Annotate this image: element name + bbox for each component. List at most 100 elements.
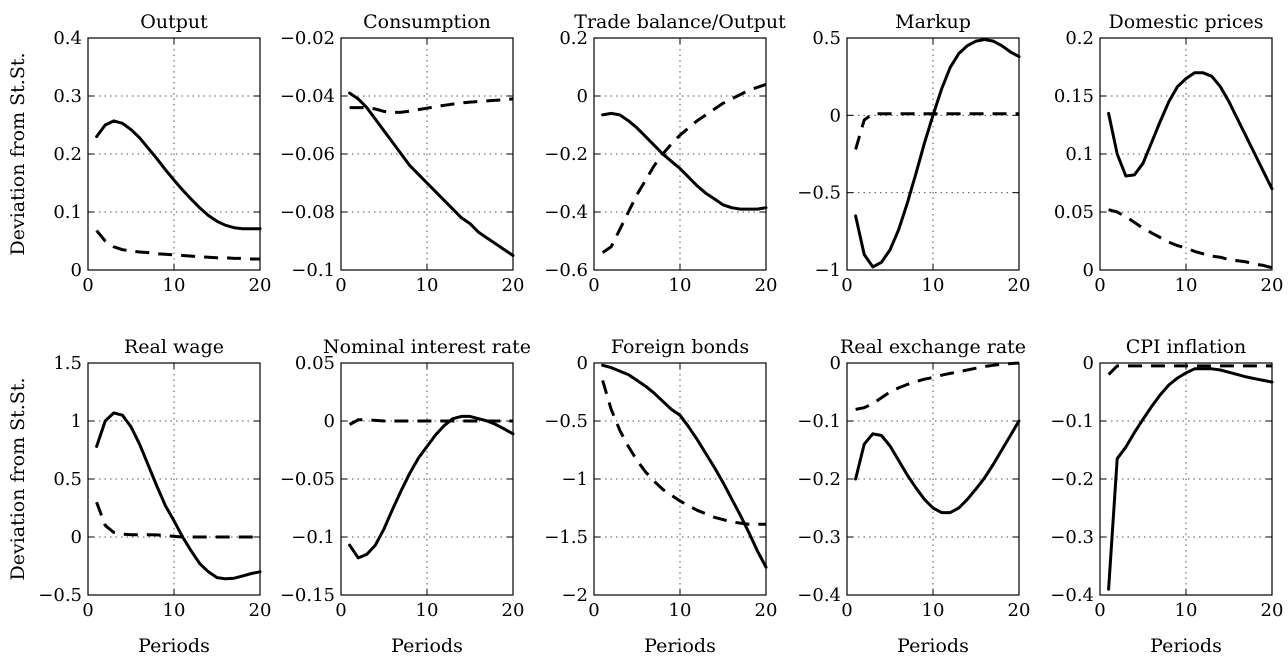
y-tick-label: 0	[71, 260, 82, 281]
y-tick-label: 0	[577, 353, 588, 374]
solid-series-line	[601, 111, 768, 211]
y-tick-label: 0.05	[295, 353, 335, 374]
y-axis-label: Deviation from St.St.	[7, 377, 29, 580]
panel-title: Markup	[895, 11, 971, 33]
y-tick-label: 0.5	[812, 28, 841, 49]
solid-series-line	[95, 411, 262, 581]
x-axis-label: Periods	[138, 635, 210, 657]
y-tick-label: −0.4	[797, 585, 841, 606]
y-tick-label: −0.3	[1050, 527, 1094, 548]
y-tick-label: 0	[324, 411, 335, 432]
x-tick-label: 10	[922, 600, 945, 621]
dashed-series-line	[349, 97, 514, 114]
y-tick-label: −0.15	[280, 585, 335, 606]
chart-panel-5: 0 10 20 0 0.05 0.1 0.15 0.2 Domestic prices	[1054, 11, 1284, 296]
y-tick-label: 0	[71, 527, 82, 548]
x-tick-label: 20	[502, 275, 525, 296]
panel-title: Real wage	[124, 336, 224, 358]
dashed-series-line	[95, 229, 260, 261]
x-tick-label: 20	[502, 600, 525, 621]
y-tick-label: 0	[830, 353, 841, 374]
y-tick-label: 0.2	[559, 28, 588, 49]
x-tick-label: 10	[669, 275, 692, 296]
x-axis-label: Periods	[1150, 635, 1222, 657]
panel-title: Domestic prices	[1108, 11, 1263, 33]
x-tick-label: 10	[1175, 600, 1198, 621]
solid-series-line	[601, 363, 768, 569]
panel-title: Foreign bonds	[611, 336, 749, 358]
x-tick-label: 20	[755, 275, 778, 296]
panel-title: Real exchange rate	[840, 336, 1026, 358]
x-tick-label: 0	[588, 600, 599, 621]
dashed-series-line	[1107, 364, 1272, 376]
y-tick-label: 0.1	[1065, 144, 1094, 165]
x-tick-label: 10	[416, 275, 439, 296]
y-tick-label: −0.5	[544, 411, 588, 432]
y-tick-label: −0.6	[544, 260, 588, 281]
y-tick-label: −1	[561, 469, 588, 490]
y-tick-label: −0.08	[280, 202, 335, 223]
chart-panel-10: 0 10 20 −0.4 −0.3 −0.2 −0.1 0 CPI inflation Perio…	[1050, 336, 1283, 657]
x-tick-label: 10	[416, 600, 439, 621]
x-tick-label: 20	[1261, 275, 1284, 296]
y-tick-label: −0.1	[1050, 411, 1094, 432]
y-tick-label: −1	[814, 260, 841, 281]
y-axis-label: Deviation from St.St.	[7, 52, 29, 255]
y-tick-label: −0.02	[280, 28, 335, 49]
x-tick-label: 0	[588, 275, 599, 296]
y-tick-label: −0.4	[1050, 585, 1094, 606]
solid-series-line	[348, 91, 515, 257]
x-tick-label: 0	[82, 600, 93, 621]
y-tick-label: −0.05	[280, 469, 335, 490]
solid-series-line	[1107, 367, 1274, 591]
y-tick-label: 0.2	[1065, 28, 1094, 49]
y-tick-label: −0.5	[797, 183, 841, 204]
y-tick-label: −0.1	[291, 260, 335, 281]
x-tick-label: 10	[1175, 275, 1198, 296]
y-tick-label: −0.1	[797, 411, 841, 432]
y-tick-label: −0.5	[38, 585, 82, 606]
x-axis-label: Periods	[897, 635, 969, 657]
chart-panel-8: 0 10 20 −2 −1.5 −1 −0.5 0 Foreign bonds Periods	[544, 336, 777, 657]
solid-series-line	[854, 419, 1021, 515]
y-tick-label: −0.2	[544, 144, 588, 165]
solid-series-line	[1107, 71, 1274, 191]
panel-title: Consumption	[363, 11, 491, 33]
x-tick-label: 0	[841, 275, 852, 296]
chart-panel-1: 0 10 20 0 0.1 0.2 0.3 0.4 Output	[53, 11, 271, 296]
y-tick-label: −0.3	[797, 527, 841, 548]
x-tick-label: 20	[1008, 275, 1031, 296]
y-tick-label: 0.05	[1054, 202, 1094, 223]
dashed-series-line	[348, 418, 513, 426]
y-tick-label: 0.5	[53, 469, 82, 490]
y-tick-label: −0.1	[291, 527, 335, 548]
chart-panel-4: 0 10 20 −1 −0.5 0 0.5 Markup	[797, 11, 1030, 296]
solid-series-line	[854, 38, 1021, 269]
y-tick-label: −0.4	[544, 202, 588, 223]
y-tick-label: 1	[71, 411, 82, 432]
solid-series-line	[348, 414, 515, 560]
x-tick-label: 0	[1094, 600, 1105, 621]
y-tick-label: 1.5	[53, 353, 82, 374]
dashed-series-line	[854, 112, 1019, 150]
x-tick-label: 20	[1008, 600, 1031, 621]
x-tick-label: 0	[1094, 275, 1105, 296]
x-tick-label: 20	[755, 600, 778, 621]
x-tick-label: 10	[669, 600, 692, 621]
y-tick-label: 0.15	[1054, 86, 1094, 107]
y-tick-label: −1.5	[544, 527, 588, 548]
x-tick-label: 10	[163, 275, 186, 296]
solid-series-line	[95, 119, 262, 231]
x-tick-label: 10	[922, 275, 945, 296]
chart-panel-2: 0 10 20 −0.1 −0.08 −0.06 −0.04 −0.02 Consumption	[280, 11, 525, 296]
y-tick-label: 0.1	[53, 202, 82, 223]
dashed-series-line	[601, 82, 767, 254]
y-tick-label: 0	[830, 105, 841, 126]
dashed-series-line	[95, 501, 260, 539]
y-tick-label: 0.2	[53, 144, 82, 165]
x-tick-label: 0	[335, 275, 346, 296]
